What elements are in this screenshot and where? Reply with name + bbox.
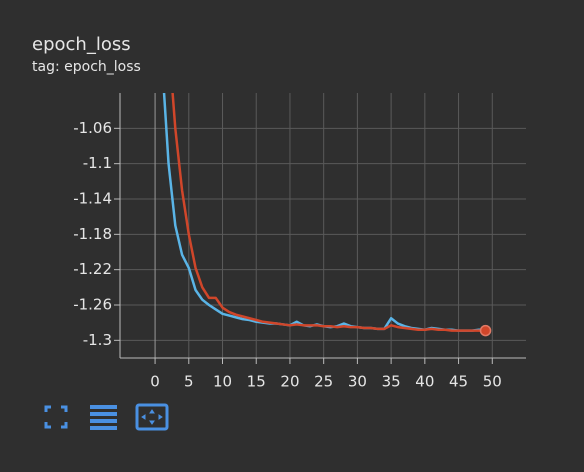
y-tick-label: -1.14	[73, 190, 112, 208]
x-tick-label: 45	[449, 373, 468, 391]
x-tick-label: 50	[483, 373, 502, 391]
fit-domain-icon[interactable]	[135, 403, 169, 431]
x-tick-label: 0	[150, 373, 160, 391]
data-table-icon[interactable]	[90, 405, 117, 430]
fullscreen-icon[interactable]	[44, 405, 68, 429]
x-tick-label: 35	[382, 373, 401, 391]
y-tick-label: -1.1	[83, 154, 112, 172]
y-tick-label: -1.22	[73, 260, 112, 278]
end-point	[479, 324, 492, 337]
x-tick-label: 15	[247, 373, 266, 391]
x-tick-label: 40	[415, 373, 434, 391]
y-tick-label: -1.18	[73, 225, 112, 243]
x-tick-label: 20	[280, 373, 299, 391]
x-tick-label: 5	[184, 373, 194, 391]
y-tick-label: -1.26	[73, 296, 112, 314]
x-tick-label: 30	[348, 373, 367, 391]
series-line	[171, 93, 486, 332]
y-tick-label: -1.06	[73, 119, 112, 137]
chart-subtitle: tag: epoch_loss	[32, 59, 141, 75]
x-tick-label: 10	[213, 373, 232, 391]
chart-title: epoch_loss	[32, 34, 131, 55]
plot-area	[162, 93, 486, 332]
y-tick-label: -1.3	[83, 331, 112, 349]
x-tick-label: 25	[314, 373, 333, 391]
